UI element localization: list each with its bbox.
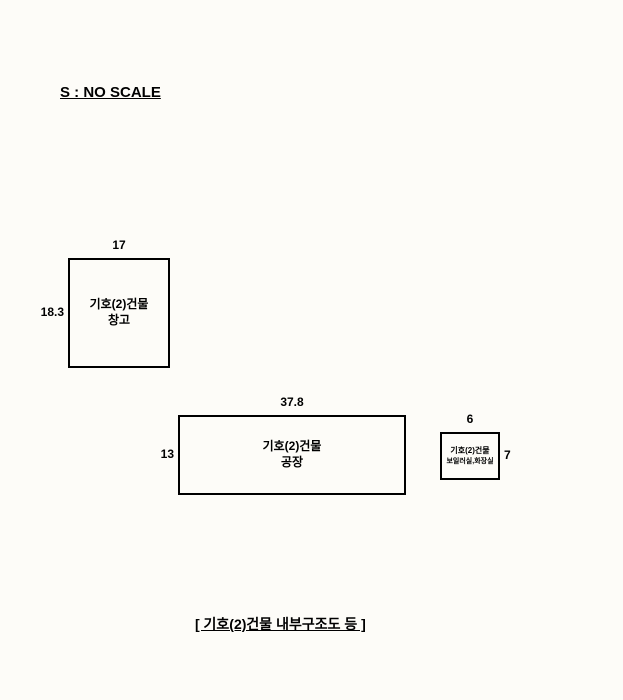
box-label-line1: 기호(2)건물 xyxy=(90,297,149,313)
dim-left-factory: 13 xyxy=(142,447,174,461)
box-label-line1: 기호(2)건물 xyxy=(263,439,322,455)
box-label-line2: 보일러실,화장실 xyxy=(446,457,493,466)
dim-right-boiler: 7 xyxy=(504,448,524,462)
box-label-line2: 공장 xyxy=(281,455,303,471)
dim-left-warehouse: 18.3 xyxy=(32,305,64,319)
diagram-caption: [ 기호(2)건물 내부구조도 등 ] xyxy=(195,614,366,634)
box-label-line2: 창고 xyxy=(108,313,130,329)
building-box-factory: 기호(2)건물공장 xyxy=(178,415,406,495)
dim-top-factory: 37.8 xyxy=(277,395,307,409)
dim-top-warehouse: 17 xyxy=(104,238,134,252)
scale-header: S : NO SCALE xyxy=(60,84,161,101)
building-box-warehouse: 기호(2)건물창고 xyxy=(68,258,170,368)
building-box-boiler: 기호(2)건물보일러실,화장실 xyxy=(440,432,500,480)
box-label-line1: 기호(2)건물 xyxy=(450,446,489,456)
dim-top-boiler: 6 xyxy=(455,412,485,426)
